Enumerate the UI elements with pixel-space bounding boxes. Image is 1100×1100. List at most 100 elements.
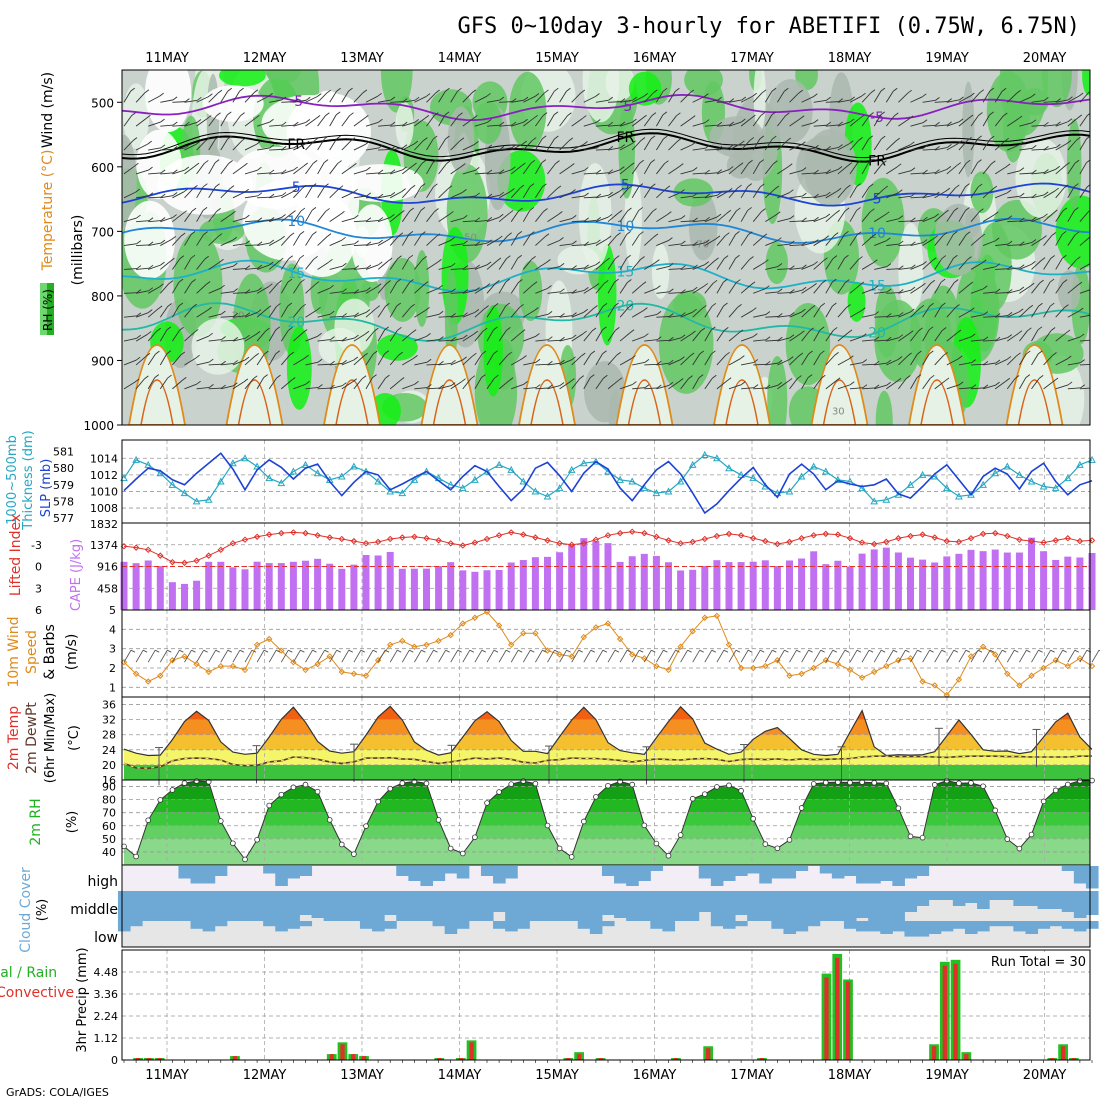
wind-barb-flag [886, 288, 892, 293]
wind-barb [268, 306, 277, 318]
cape-bar [786, 560, 793, 610]
wind-barb [535, 262, 547, 270]
wind-barb [716, 281, 724, 294]
wind-barb-flag [499, 146, 505, 150]
cloud-cell [178, 866, 192, 879]
wind-barb-flag [765, 336, 771, 341]
rh-patch [199, 217, 245, 244]
wind-barb [898, 220, 912, 223]
wind-barb [668, 218, 682, 223]
rh-contour-label: 20 [232, 311, 245, 322]
wind-barb [922, 148, 936, 151]
rh-point [496, 789, 502, 795]
wind-barb-flag [678, 163, 684, 167]
wind-barb-flag [365, 140, 370, 145]
wind-barb [123, 140, 134, 151]
wind-barb-flag [608, 121, 614, 126]
wind-barb [632, 336, 645, 342]
wind-barb-flag [397, 326, 402, 331]
wind-speed-point [810, 664, 817, 672]
wind-barb [1019, 263, 1032, 270]
wind-barb [619, 187, 630, 199]
lifted-index-point [532, 534, 539, 541]
cloud-cell [819, 866, 833, 874]
wind-barb-flag [444, 111, 450, 116]
rh-point [508, 781, 515, 787]
cape-bar [1076, 557, 1084, 610]
wind-barb-flag [1062, 254, 1067, 259]
wind-barb-flag [253, 89, 259, 94]
wind-barb-flag [583, 141, 588, 145]
cloud-cell [940, 891, 954, 900]
wind-barb-flag [628, 303, 633, 308]
wind-barb [317, 211, 326, 222]
wind-barb-flag [148, 287, 154, 292]
wind-speed-point [1016, 682, 1023, 689]
wind-barb [825, 281, 833, 294]
wind-barb-flag [425, 93, 431, 97]
wind-barb [317, 387, 331, 390]
rh-dry-patch [202, 85, 264, 122]
surface-wind-barb-flag [578, 649, 583, 653]
wind-barb [994, 166, 1007, 175]
wind-barb-flag [487, 217, 493, 221]
wind-barb-flag [474, 141, 479, 145]
wind-barb-flag [747, 183, 752, 187]
wind-barb-flag [523, 118, 528, 123]
wind-barb [486, 377, 495, 390]
wind-speed-point [205, 668, 212, 676]
cloud-cell [1013, 891, 1026, 906]
wind-barb-flag [1027, 327, 1032, 332]
wind-barb-flag [544, 89, 549, 94]
wind-barb-flag [1017, 330, 1023, 335]
cloud-cell [964, 891, 978, 903]
wind-barb [837, 234, 845, 246]
precip-convective-bar [598, 1058, 603, 1060]
wind-barb-flag [233, 382, 238, 387]
wind-barb-flag [777, 359, 783, 364]
wind-barb-flag [185, 98, 190, 102]
wind-barb-flag [808, 350, 813, 355]
wind-barb-flag [947, 98, 952, 102]
wind-barb-flag [535, 333, 540, 337]
precip-convective-bar [329, 1054, 334, 1060]
cloud-cell [783, 891, 797, 921]
wind-barb [426, 339, 440, 342]
cloud-cell [819, 891, 833, 921]
wind-barb-flag [390, 192, 396, 196]
wind-barb [607, 147, 621, 151]
wind-label-1: 10m Wind [6, 616, 22, 687]
wind-barb-flag [1044, 121, 1049, 126]
wind-barb-flag [954, 184, 960, 189]
wind-barb-flag [771, 87, 777, 92]
dewpt-label: 2m DewPt [24, 702, 40, 774]
wind-barb-flag [330, 360, 335, 365]
cape-bar [798, 558, 806, 610]
surface-wind-barb-flag [251, 649, 257, 653]
wind-barb [849, 310, 862, 318]
cape-bar [1028, 537, 1035, 610]
wind-barb-flag [263, 350, 269, 355]
wind-barb-flag [747, 231, 753, 236]
wind-barb-flag [741, 96, 747, 101]
surface-wind-barb-flag [154, 649, 160, 653]
wind-barb-flag [1030, 93, 1036, 98]
wind-barb [208, 211, 217, 222]
wind-barb [1019, 147, 1033, 151]
wind-barb [813, 329, 821, 342]
wind-barb-flag [475, 241, 481, 246]
cape-bar [410, 568, 418, 610]
wind-barb-flag [590, 374, 595, 378]
wind-barb-flag [317, 358, 323, 363]
wind-barb [159, 377, 168, 390]
wind-barb [232, 115, 241, 127]
cape-bar [725, 562, 733, 610]
wind-barb [813, 124, 827, 127]
wind-barb [329, 265, 343, 270]
wind-barb-flag [741, 118, 746, 123]
precip-legend-total: Total / Rain [0, 965, 57, 981]
surface-wind-barb-flag [626, 649, 632, 653]
wind-barb [244, 169, 258, 175]
wind-barb-flag [632, 381, 637, 385]
cloud-cell [601, 921, 615, 927]
